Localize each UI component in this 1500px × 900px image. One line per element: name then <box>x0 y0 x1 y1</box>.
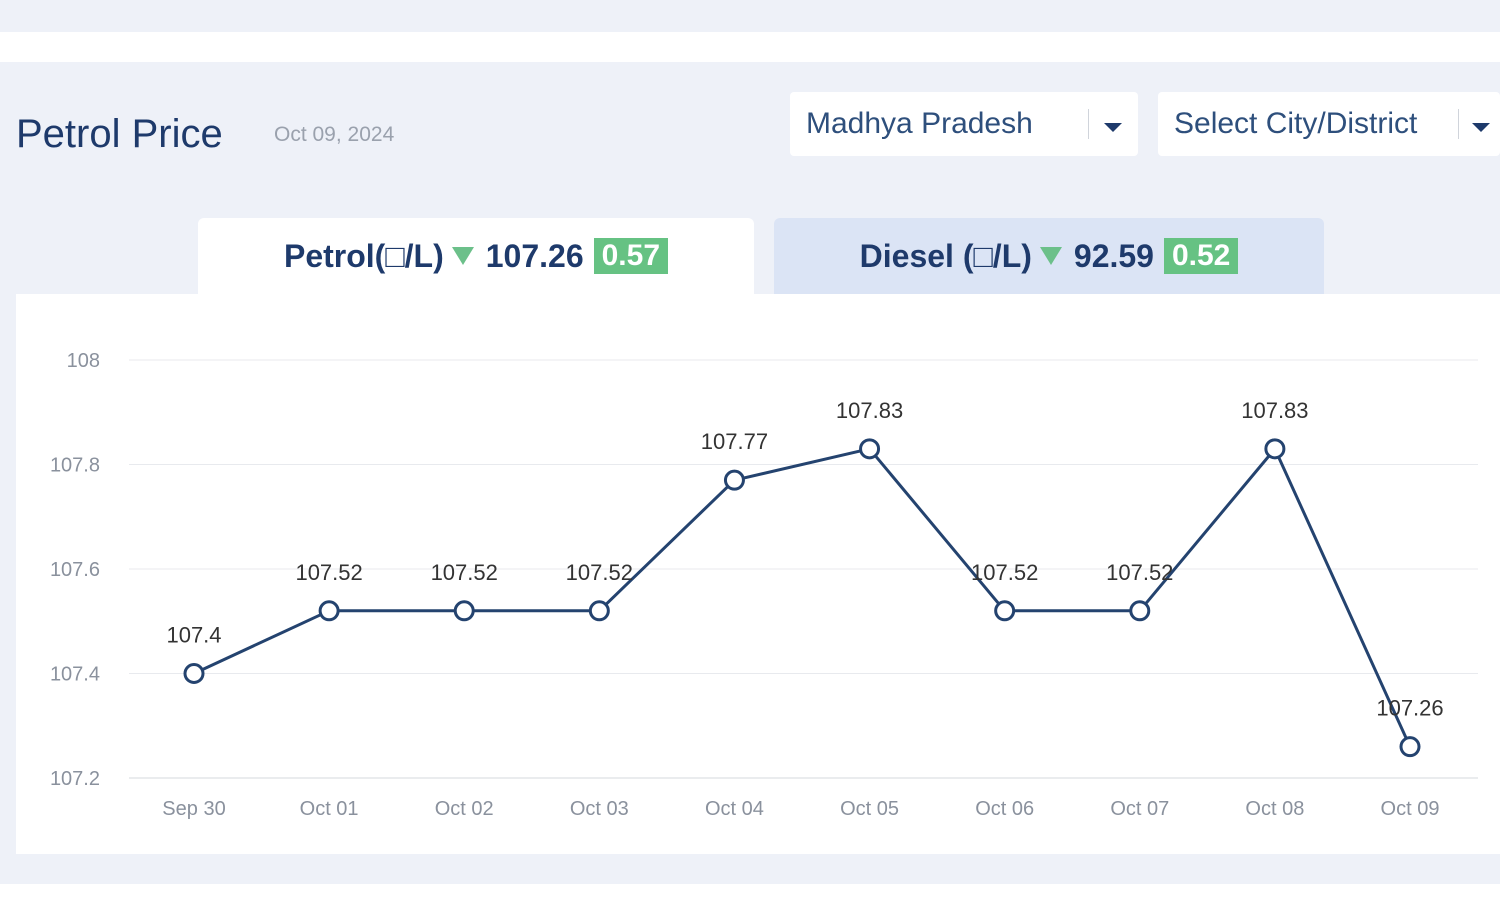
price-down-icon <box>451 247 474 265</box>
chart-card: 108 107.8 107.6 107.4 107.2 Sep 30 Oct 01 Oct 0… <box>16 294 1500 854</box>
x-tick-label: Oct 05 <box>840 798 899 820</box>
tab-petrol[interactable]: Petrol(□/L) 107.26 0.57 <box>198 218 754 294</box>
data-point <box>1129 600 1151 622</box>
x-tick-label: Oct 08 <box>1245 798 1304 820</box>
x-tick-label: Oct 03 <box>570 798 629 820</box>
data-point <box>994 600 1016 622</box>
x-tick-label: Oct 06 <box>975 798 1034 820</box>
data-point <box>183 663 205 684</box>
data-label: 107.83 <box>1241 398 1308 423</box>
tab-diesel-price: 92.59 <box>1073 237 1154 274</box>
y-tick-label: 108 <box>67 350 100 372</box>
data-label: 107.52 <box>431 560 498 585</box>
data-label: 107.52 <box>566 560 633 585</box>
tab-diesel[interactable]: Diesel (□/L) 92.59 0.52 <box>774 218 1324 294</box>
series-line <box>193 447 1412 748</box>
page-date: Oct 09, 2024 <box>274 123 395 146</box>
x-tick-label: Oct 01 <box>300 798 359 820</box>
city-select-value: Select City/District <box>1174 107 1418 140</box>
page-title: Petrol Price <box>16 112 223 156</box>
x-tick-label: Oct 09 <box>1381 798 1440 820</box>
x-tick-label: Oct 02 <box>435 798 494 820</box>
data-label: 107.52 <box>295 560 362 585</box>
y-tick-label: 107.6 <box>50 559 100 581</box>
y-tick-label: 107.8 <box>50 455 100 477</box>
chevron-down-icon[interactable] <box>1104 123 1122 132</box>
y-tick-label: 107.2 <box>50 768 100 790</box>
tab-diesel-change-badge: 0.52 <box>1163 238 1239 274</box>
header-separator <box>0 32 1500 62</box>
data-label: 107.26 <box>1376 696 1443 721</box>
y-tick-label: 107.4 <box>50 664 100 686</box>
data-point <box>1399 736 1421 758</box>
tab-petrol-change-badge: 0.57 <box>593 238 669 274</box>
tab-petrol-label: Petrol(□/L) <box>283 237 444 274</box>
state-select[interactable]: Madhya Pradesh <box>790 92 1138 156</box>
x-tick-label: Sep 30 <box>162 798 225 820</box>
tab-petrol-price: 107.26 <box>485 237 584 274</box>
data-label: 107.77 <box>701 429 768 454</box>
x-tick-label: Oct 07 <box>1110 798 1169 820</box>
data-point <box>723 469 745 491</box>
data-point <box>453 600 475 622</box>
data-label: 107.52 <box>1106 560 1173 585</box>
select-divider <box>1458 109 1459 139</box>
data-label: 107.83 <box>836 398 903 423</box>
city-select[interactable]: Select City/District <box>1158 92 1500 156</box>
tab-diesel-label: Diesel (□/L) <box>859 237 1032 274</box>
data-point <box>588 600 610 622</box>
data-point <box>318 600 340 622</box>
data-point <box>859 438 881 460</box>
footer-separator <box>0 884 1500 900</box>
top-strip <box>0 0 1500 32</box>
data-label: 107.4 <box>166 623 221 648</box>
x-tick-label: Oct 04 <box>705 798 764 820</box>
chevron-down-icon[interactable] <box>1472 123 1490 132</box>
data-point <box>1264 438 1286 460</box>
price-down-icon <box>1039 247 1062 265</box>
data-label: 107.52 <box>971 560 1038 585</box>
select-divider <box>1088 109 1089 139</box>
state-select-value: Madhya Pradesh <box>806 107 1033 140</box>
price-line-chart: 108 107.8 107.6 107.4 107.2 Sep 30 Oct 01 Oct 0… <box>50 350 1478 820</box>
